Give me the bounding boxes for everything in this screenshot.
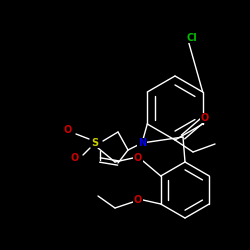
Text: N: N — [138, 138, 146, 148]
Text: O: O — [134, 195, 142, 205]
Text: O: O — [134, 153, 142, 163]
Text: O: O — [71, 153, 79, 163]
Text: S: S — [92, 138, 98, 148]
Text: Cl: Cl — [186, 33, 198, 43]
Text: O: O — [64, 125, 72, 135]
Text: O: O — [201, 113, 209, 123]
